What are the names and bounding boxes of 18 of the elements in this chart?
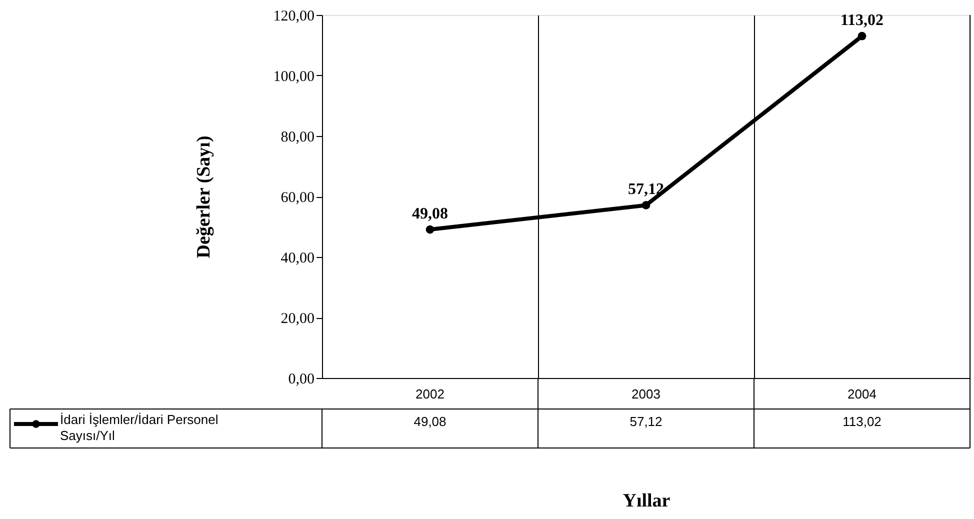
x-axis-title: Yıllar xyxy=(622,490,671,512)
y-tick-label: 0,00 xyxy=(288,372,314,388)
x-tick-label: 2004 xyxy=(848,386,876,402)
x-tick-label: 2003 xyxy=(632,386,660,402)
text: 49,08 xyxy=(412,206,448,223)
y-tick-label: 60,00 xyxy=(280,190,314,206)
data-label: 49,08 xyxy=(414,414,446,429)
y-tick-label: 120,00 xyxy=(273,8,314,24)
y-tick-label: 40,00 xyxy=(280,250,314,266)
y-tick-label: 100,00 xyxy=(273,69,314,85)
y-axis-title: Değerler (Sayı) xyxy=(193,136,214,258)
y-tick-label: 80,00 xyxy=(280,130,314,146)
text: 113,02 xyxy=(840,12,884,30)
data-label: 113,02 xyxy=(842,414,882,429)
data-label: 57,12 xyxy=(630,414,662,429)
x-tick-label: 2002 xyxy=(416,386,444,402)
legend-label: İdari İşlemler/İdari Personel Sayısı/Yıl xyxy=(60,412,218,443)
y-tick-label: 20,00 xyxy=(280,311,314,327)
